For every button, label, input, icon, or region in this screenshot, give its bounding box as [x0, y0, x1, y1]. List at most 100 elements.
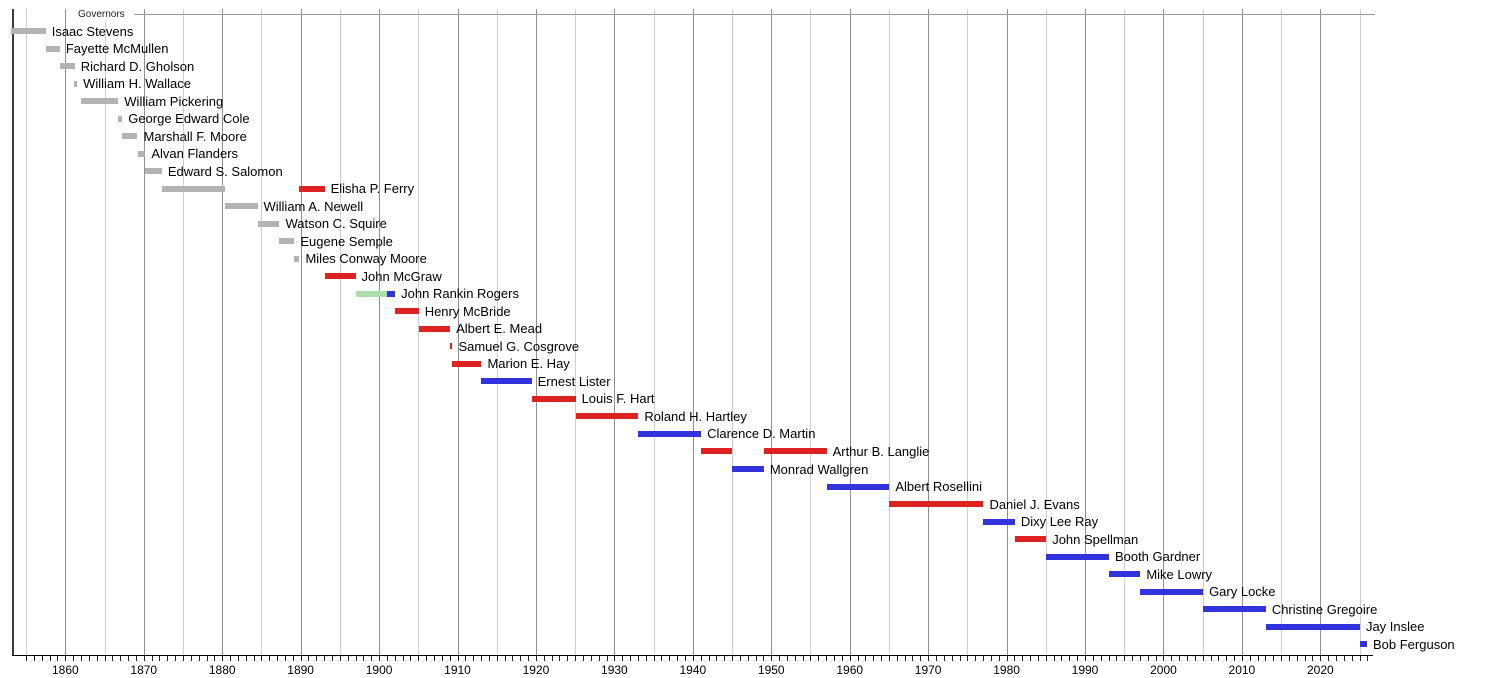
term-bar-democrat: [1046, 553, 1109, 560]
axis-minor-tick: [237, 656, 239, 661]
axis-minor-tick: [1061, 656, 1063, 661]
axis-minor-tick: [590, 656, 592, 661]
axis-minor-tick: [339, 656, 341, 661]
gridline: [457, 9, 459, 655]
axis-minor-tick: [1186, 656, 1188, 661]
axis-minor-tick: [583, 656, 585, 661]
governor-label: Albert E. Mead: [456, 321, 543, 337]
axis-year-label: 1930: [601, 662, 628, 677]
term-bar-republican: [763, 448, 827, 455]
axis-minor-tick: [277, 656, 279, 661]
axis-minor-tick: [755, 656, 757, 661]
gridline: [1085, 9, 1087, 655]
term-bar-territorial: [161, 185, 225, 192]
term-bar-territorial: [11, 28, 46, 34]
axis-minor-tick: [606, 656, 608, 661]
term-bar-populist: [355, 290, 387, 297]
governor-label: Marion E. Hay: [487, 356, 570, 372]
axis-minor-tick: [535, 656, 537, 661]
axis-minor-tick: [865, 656, 867, 661]
axis-minor-tick: [112, 656, 114, 661]
axis-minor-tick: [120, 656, 122, 661]
axis-minor-tick: [308, 656, 310, 661]
axis-minor-tick: [1210, 656, 1212, 661]
gridline: [261, 9, 263, 655]
axis-minor-tick: [834, 656, 836, 661]
axis-minor-tick: [1022, 656, 1024, 661]
axis-minor-tick: [1147, 656, 1149, 661]
axis-minor-tick: [661, 656, 663, 661]
axis-minor-tick: [347, 656, 349, 661]
governor-label: Miles Conway Moore: [305, 251, 427, 267]
axis-minor-tick: [763, 656, 765, 661]
axis-minor-tick: [810, 656, 812, 661]
axis-minor-tick: [943, 656, 945, 661]
axis-minor-tick: [677, 656, 679, 661]
term-bar-territorial: [294, 255, 300, 262]
axis-minor-tick: [175, 656, 177, 661]
gridline: [379, 9, 381, 655]
axis-minor-tick: [1194, 656, 1196, 661]
axis-minor-tick: [779, 656, 781, 661]
axis-minor-tick: [543, 656, 545, 661]
axis-minor-tick: [614, 656, 616, 661]
term-bar-republican: [324, 273, 356, 280]
term-bar-democrat: [826, 483, 890, 490]
axis-minor-tick: [1030, 656, 1032, 661]
axis-minor-tick: [692, 656, 694, 661]
axis-minor-tick: [967, 656, 969, 661]
axis-minor-tick: [1045, 656, 1047, 661]
axis-minor-tick: [669, 656, 671, 661]
axis-minor-tick: [724, 656, 726, 661]
gridline: [339, 9, 341, 655]
axis-minor-tick: [826, 656, 828, 661]
governor-label: Eugene Semple: [300, 233, 393, 249]
gridline: [104, 9, 106, 655]
axis-minor-tick: [904, 656, 906, 661]
gridline: [1359, 9, 1361, 655]
axis-minor-tick: [873, 656, 875, 661]
axis-year-label: 1880: [208, 662, 236, 677]
axis-minor-tick: [182, 656, 184, 661]
term-bar-territorial: [279, 238, 295, 245]
axis-minor-tick: [33, 656, 35, 661]
term-bar-democrat: [1359, 641, 1367, 648]
governor-label: Watson C. Squire: [285, 216, 387, 232]
axis-minor-tick: [324, 656, 326, 661]
term-bar-republican: [1014, 536, 1047, 543]
axis-year-label: 1970: [914, 662, 942, 677]
gridline: [1045, 9, 1047, 655]
axis-minor-tick: [959, 656, 961, 661]
axis-minor-tick: [245, 656, 247, 661]
axis-minor-tick: [739, 656, 741, 661]
chart-title: Governors: [78, 7, 125, 21]
gridline: [928, 9, 930, 655]
term-bar-territorial: [137, 150, 146, 157]
gridline: [1320, 9, 1322, 655]
axis-minor-tick: [637, 656, 639, 661]
term-bar-democrat: [732, 466, 764, 472]
top-rule: [134, 14, 1376, 15]
axis-minor-tick: [222, 656, 224, 661]
axis-minor-tick: [1312, 656, 1314, 661]
axis-minor-tick: [41, 656, 43, 661]
axis-minor-tick: [700, 656, 702, 661]
governor-label: William A. Newell: [263, 198, 364, 214]
governor-label: Ernest Lister: [537, 373, 611, 389]
axis-minor-tick: [1265, 656, 1267, 661]
term-bar-republican: [450, 343, 453, 350]
axis-minor-tick: [983, 656, 985, 661]
axis-minor-tick: [104, 656, 106, 661]
axis-minor-tick: [128, 656, 130, 661]
axis-minor-tick: [449, 656, 451, 661]
axis-minor-tick: [881, 656, 883, 661]
axis-year-label: 1890: [287, 662, 314, 677]
term-bar-democrat: [1265, 623, 1360, 630]
axis-minor-tick: [559, 656, 561, 661]
term-bar-republican: [452, 360, 482, 367]
axis-minor-tick: [49, 656, 51, 661]
axis-minor-tick: [1014, 656, 1016, 661]
axis-minor-tick: [1296, 656, 1298, 661]
axis-minor-tick: [1202, 656, 1204, 661]
axis-minor-tick: [1171, 656, 1173, 661]
